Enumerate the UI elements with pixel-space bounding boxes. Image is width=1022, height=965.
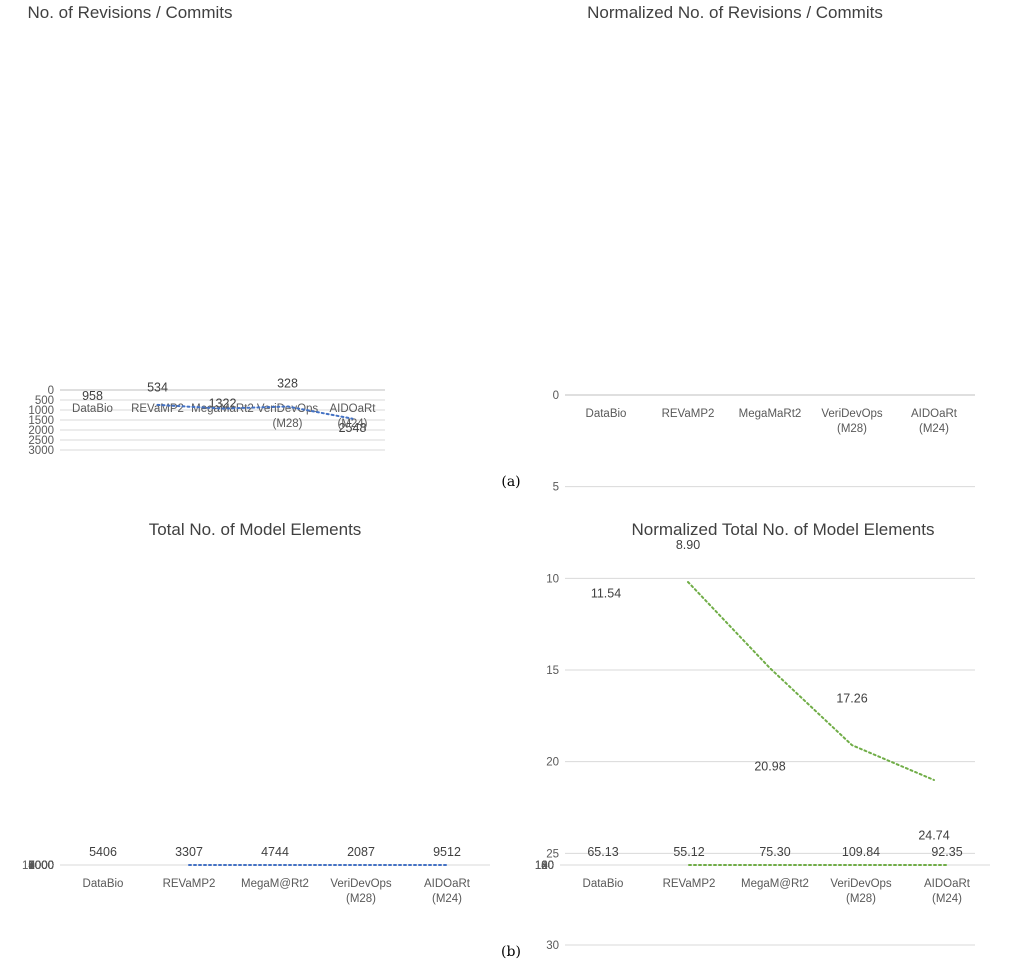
y-tick-label: 500 — [35, 395, 54, 407]
y-tick-label: 9000 — [28, 860, 54, 872]
data-label: 9512 — [433, 845, 461, 859]
x-tick-label: MegaMaRt2 — [739, 408, 802, 420]
y-tick-label: 3000 — [28, 445, 54, 457]
x-tick-label: REVaMP2 — [163, 878, 216, 890]
y-tick-label: 3000 — [28, 860, 54, 872]
chart-normalized-revisions-commits: Normalized No. of Revisions / Commits 0 5 1… — [546, 3, 975, 952]
data-label: 109.84 — [842, 845, 880, 859]
data-label: 11.54 — [591, 587, 621, 601]
data-label: 4744 — [261, 845, 289, 859]
trend-line — [687, 581, 935, 781]
data-label: 534 — [147, 381, 168, 395]
y-tick-label: 40 — [541, 860, 554, 872]
y-tick-label: 0 — [548, 860, 554, 872]
y-tick-label: 10 — [546, 573, 559, 585]
data-label: 17.26 — [836, 691, 867, 705]
data-label: 55.12 — [673, 845, 704, 859]
trend-line — [156, 403, 354, 420]
y-tick-label: 7000 — [28, 860, 54, 872]
chart-title: Total No. of Model Elements — [149, 520, 362, 539]
data-label: 92.35 — [931, 845, 962, 859]
y-tick-label: 0 — [48, 860, 54, 872]
chart-title: No. of Revisions / Commits — [28, 3, 233, 22]
y-tick-label: 0 — [48, 385, 54, 397]
y-tick-label: 100 — [535, 860, 554, 872]
x-tick-label: MegaM@Rt2 — [241, 878, 309, 890]
y-tick-label: 30 — [546, 940, 559, 952]
y-tick-label: 1000 — [28, 860, 54, 872]
x-tick-label: AIDOaRt (M24) — [911, 408, 958, 435]
y-tick-label: 5000 — [28, 860, 54, 872]
data-label: 8.90 — [676, 538, 700, 552]
y-tick-label: 15 — [546, 665, 559, 677]
chart-title: Normalized No. of Revisions / Commits — [587, 3, 883, 22]
y-tick-label: 20 — [546, 757, 559, 769]
x-tick-label: DataBio — [583, 878, 624, 890]
data-label: 328 — [277, 377, 298, 391]
x-tick-label: REVaMP2 — [131, 403, 184, 415]
y-tick-label: 120 — [535, 860, 554, 872]
x-tick-label: AIDOaRt (M24) — [424, 878, 471, 905]
data-label: 24.74 — [918, 829, 949, 843]
y-tick-label: 2000 — [28, 860, 54, 872]
x-tick-label: REVaMP2 — [662, 408, 715, 420]
y-tick-label: 10000 — [22, 860, 54, 872]
x-tick-label: VeriDevOps (M28) — [821, 408, 883, 435]
x-tick-label: AIDOaRt (M24) — [329, 403, 376, 430]
x-tick-label: MegaM@Rt2 — [741, 878, 809, 890]
caption-a: (a) — [501, 474, 520, 490]
x-tick-label: DataBio — [83, 878, 124, 890]
data-label: 75.30 — [759, 845, 790, 859]
x-tick-label: DataBio — [72, 403, 113, 415]
y-tick-label: 4000 — [28, 860, 54, 872]
data-label: 2548 — [339, 421, 367, 435]
y-tick-label: 5 — [553, 482, 559, 494]
data-label: 20.98 — [754, 760, 785, 774]
y-tick-label: 6000 — [28, 860, 54, 872]
data-label: 65.13 — [587, 845, 618, 859]
x-tick-label: REVaMP2 — [663, 878, 716, 890]
chart-title: Normalized Total No. of Model Elements — [632, 520, 935, 539]
x-tick-label: VeriDevOps (M28) — [330, 878, 392, 905]
x-tick-label: VeriDevOps (M28) — [830, 878, 892, 905]
chart-revisions-commits: No. of Revisions / Commits 05001000150020… — [28, 3, 385, 457]
data-label: 2087 — [347, 845, 375, 859]
data-label: 3307 — [175, 845, 203, 859]
y-tick-label: 20 — [541, 860, 554, 872]
data-label: 1322 — [209, 396, 237, 410]
y-tick-label: 2000 — [28, 425, 54, 437]
y-tick-label: 80 — [541, 860, 554, 872]
y-tick-label: 8000 — [28, 860, 54, 872]
x-tick-label: DataBio — [586, 408, 627, 420]
x-tick-label: AIDOaRt (M24) — [924, 878, 971, 905]
caption-b: (b) — [501, 944, 521, 960]
y-tick-label: 0 — [553, 390, 559, 402]
y-tick-label: 2500 — [28, 435, 54, 447]
chart-total-model-elements: Total No. of Model Elements 0100020003000… — [22, 520, 490, 905]
data-label: 958 — [82, 389, 103, 403]
y-tick-label: 25 — [546, 848, 559, 860]
y-tick-label: 1000 — [28, 405, 54, 417]
y-tick-label: 1500 — [28, 415, 54, 427]
data-label: 5406 — [89, 845, 117, 859]
y-tick-label: 60 — [541, 860, 554, 872]
